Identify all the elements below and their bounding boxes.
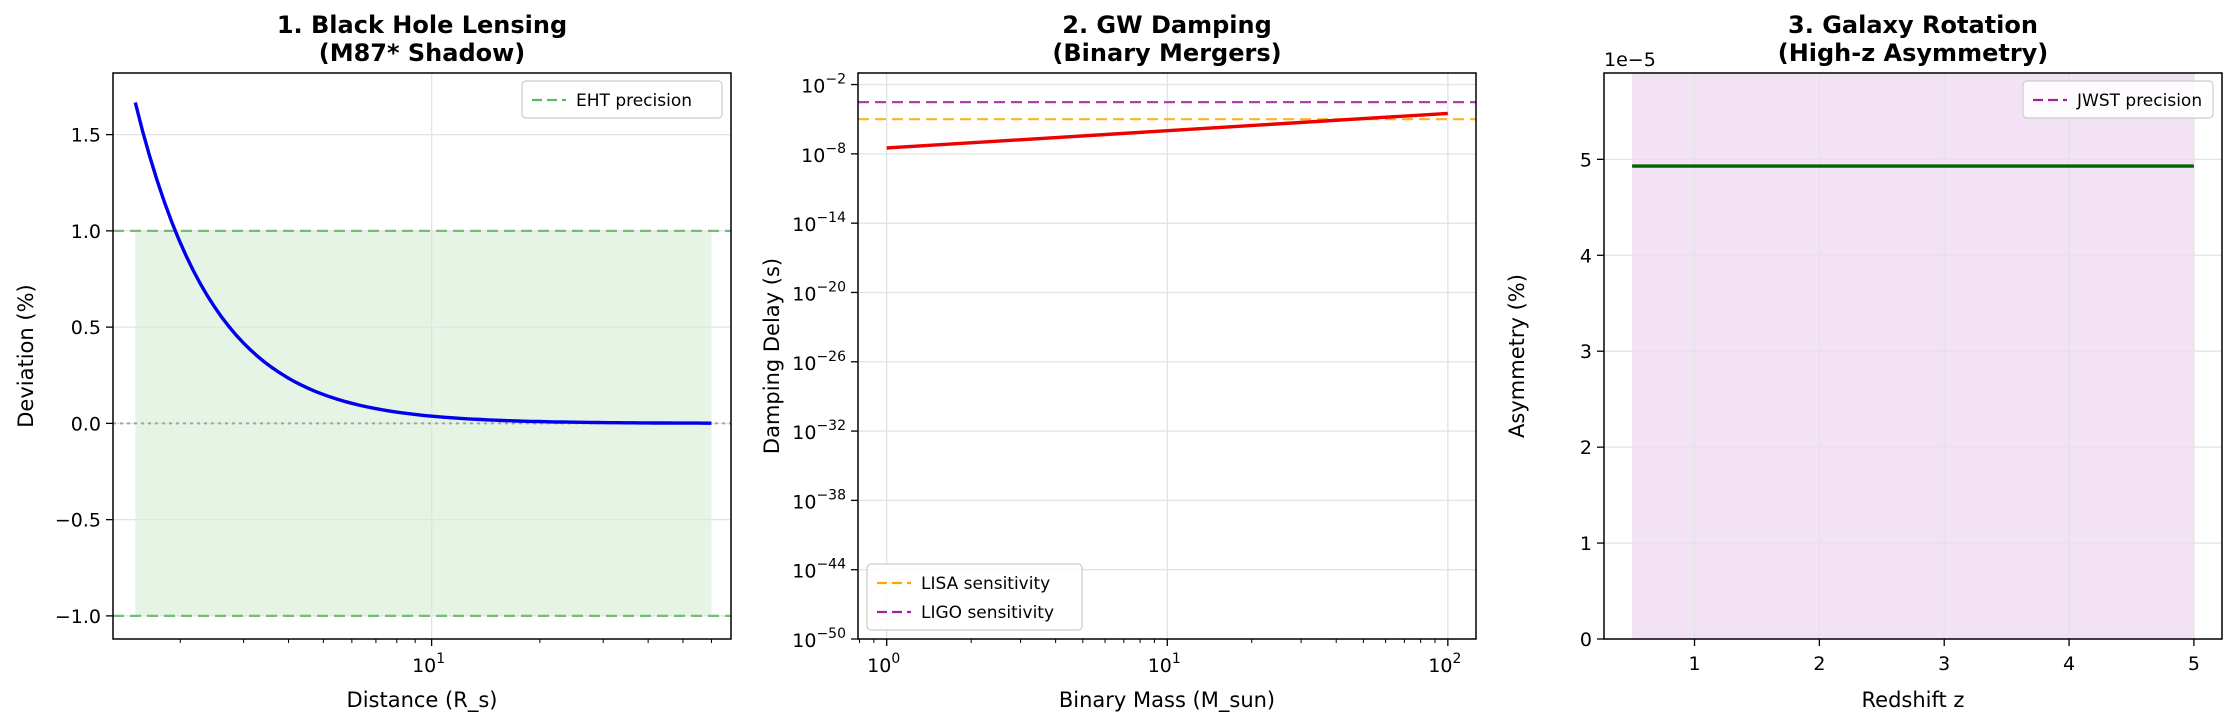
y-tick-label: 10−8	[801, 141, 846, 167]
y-tick-label: 4	[1580, 245, 1592, 267]
y-axis-label: Deviation (%)	[14, 284, 38, 427]
y-tick-label: −0.5	[55, 510, 101, 532]
shaded-region	[1632, 73, 2194, 639]
legend: EHT precision	[521, 80, 723, 119]
y-tick-label: 0.5	[71, 317, 101, 339]
y-tick-label: 10−50	[792, 626, 846, 652]
x-tick-label: 101	[1148, 651, 1181, 677]
legend: JWST precision	[2022, 80, 2214, 119]
legend-label: LISA sensitivity	[921, 574, 1050, 594]
panel-title-line-1: 3. Galaxy Rotation	[1788, 11, 2038, 39]
x-axis-label: Redshift z	[1862, 688, 1965, 712]
chart-panel-3: 1 2 3 4 5 0 1 2 3 4 5 3. Galaxy Rotation(High-z Asy…	[1505, 11, 2223, 712]
legend-box	[521, 80, 723, 119]
legend-label: JWST precision	[2076, 91, 2202, 111]
y-tick-label: 10−2	[801, 72, 846, 98]
panel-title-line-1: 1. Black Hole Lensing	[277, 11, 567, 39]
x-tick-label: 100	[867, 651, 900, 677]
y-tick-label: 3	[1580, 341, 1592, 363]
panel-title-line-2: (Binary Mergers)	[1052, 39, 1281, 67]
y-tick-label: −1.0	[55, 606, 101, 628]
y-axis-label: Damping Delay (s)	[760, 258, 784, 454]
x-tick-label: 101	[412, 651, 445, 677]
y-tick-label: 0.0	[71, 413, 101, 435]
y-tick-label: 0	[1580, 629, 1592, 651]
x-tick-label: 5	[2188, 653, 2200, 675]
x-tick-label: 1	[1688, 653, 1700, 675]
axis-offset-label: 1e−5	[1604, 49, 1656, 71]
y-tick-label: 10−32	[792, 418, 846, 444]
x-tick-label: 4	[2063, 653, 2075, 675]
y-tick-label: 1.5	[71, 125, 101, 147]
y-tick-label: 2	[1580, 437, 1592, 459]
y-tick-label: 1	[1580, 533, 1592, 555]
panel-title-line-2: (High-z Asymmetry)	[1778, 39, 2049, 67]
legend-label: LIGO sensitivity	[921, 603, 1054, 623]
x-axis-label: Binary Mass (M_sun)	[1059, 688, 1275, 713]
series-line-1	[886, 111, 1448, 150]
y-tick-label: 10−44	[792, 557, 846, 583]
x-tick-label: 102	[1428, 651, 1461, 677]
legend-box	[866, 563, 1083, 631]
legend: LISA sensitivity LIGO sensitivity	[866, 563, 1083, 631]
y-tick-label: 1.0	[71, 221, 101, 243]
x-tick-label: 2	[1813, 653, 1825, 675]
chart-panel-2: 100 101 102 10−2 10−8 10−14 10−20 10−26 10−32 10−…	[760, 11, 1477, 713]
y-tick-label: 10−14	[792, 210, 846, 236]
series-line-1	[133, 102, 712, 425]
panel-title-line-2: (M87* Shadow)	[319, 39, 526, 67]
y-tick-label: 10−20	[792, 279, 846, 305]
axes-frame	[1603, 72, 2223, 640]
x-tick-label: 3	[1938, 653, 1950, 675]
legend-label: EHT precision	[576, 91, 692, 111]
y-tick-label: 10−26	[792, 349, 846, 375]
x-axis-label: Distance (R_s)	[347, 688, 498, 713]
axes-frame	[112, 72, 732, 640]
y-axis-label: Asymmetry (%)	[1505, 274, 1529, 438]
y-tick-label: 5	[1580, 149, 1592, 171]
panel-title-line-1: 2. GW Damping	[1062, 11, 1272, 39]
legend-box	[2022, 80, 2214, 119]
chart-panel-1: 101 1.5 1.0 0.5 0.0 −0.5 −1.0 1. Black Hole Len…	[14, 11, 732, 713]
y-tick-label: 10−38	[792, 487, 846, 513]
